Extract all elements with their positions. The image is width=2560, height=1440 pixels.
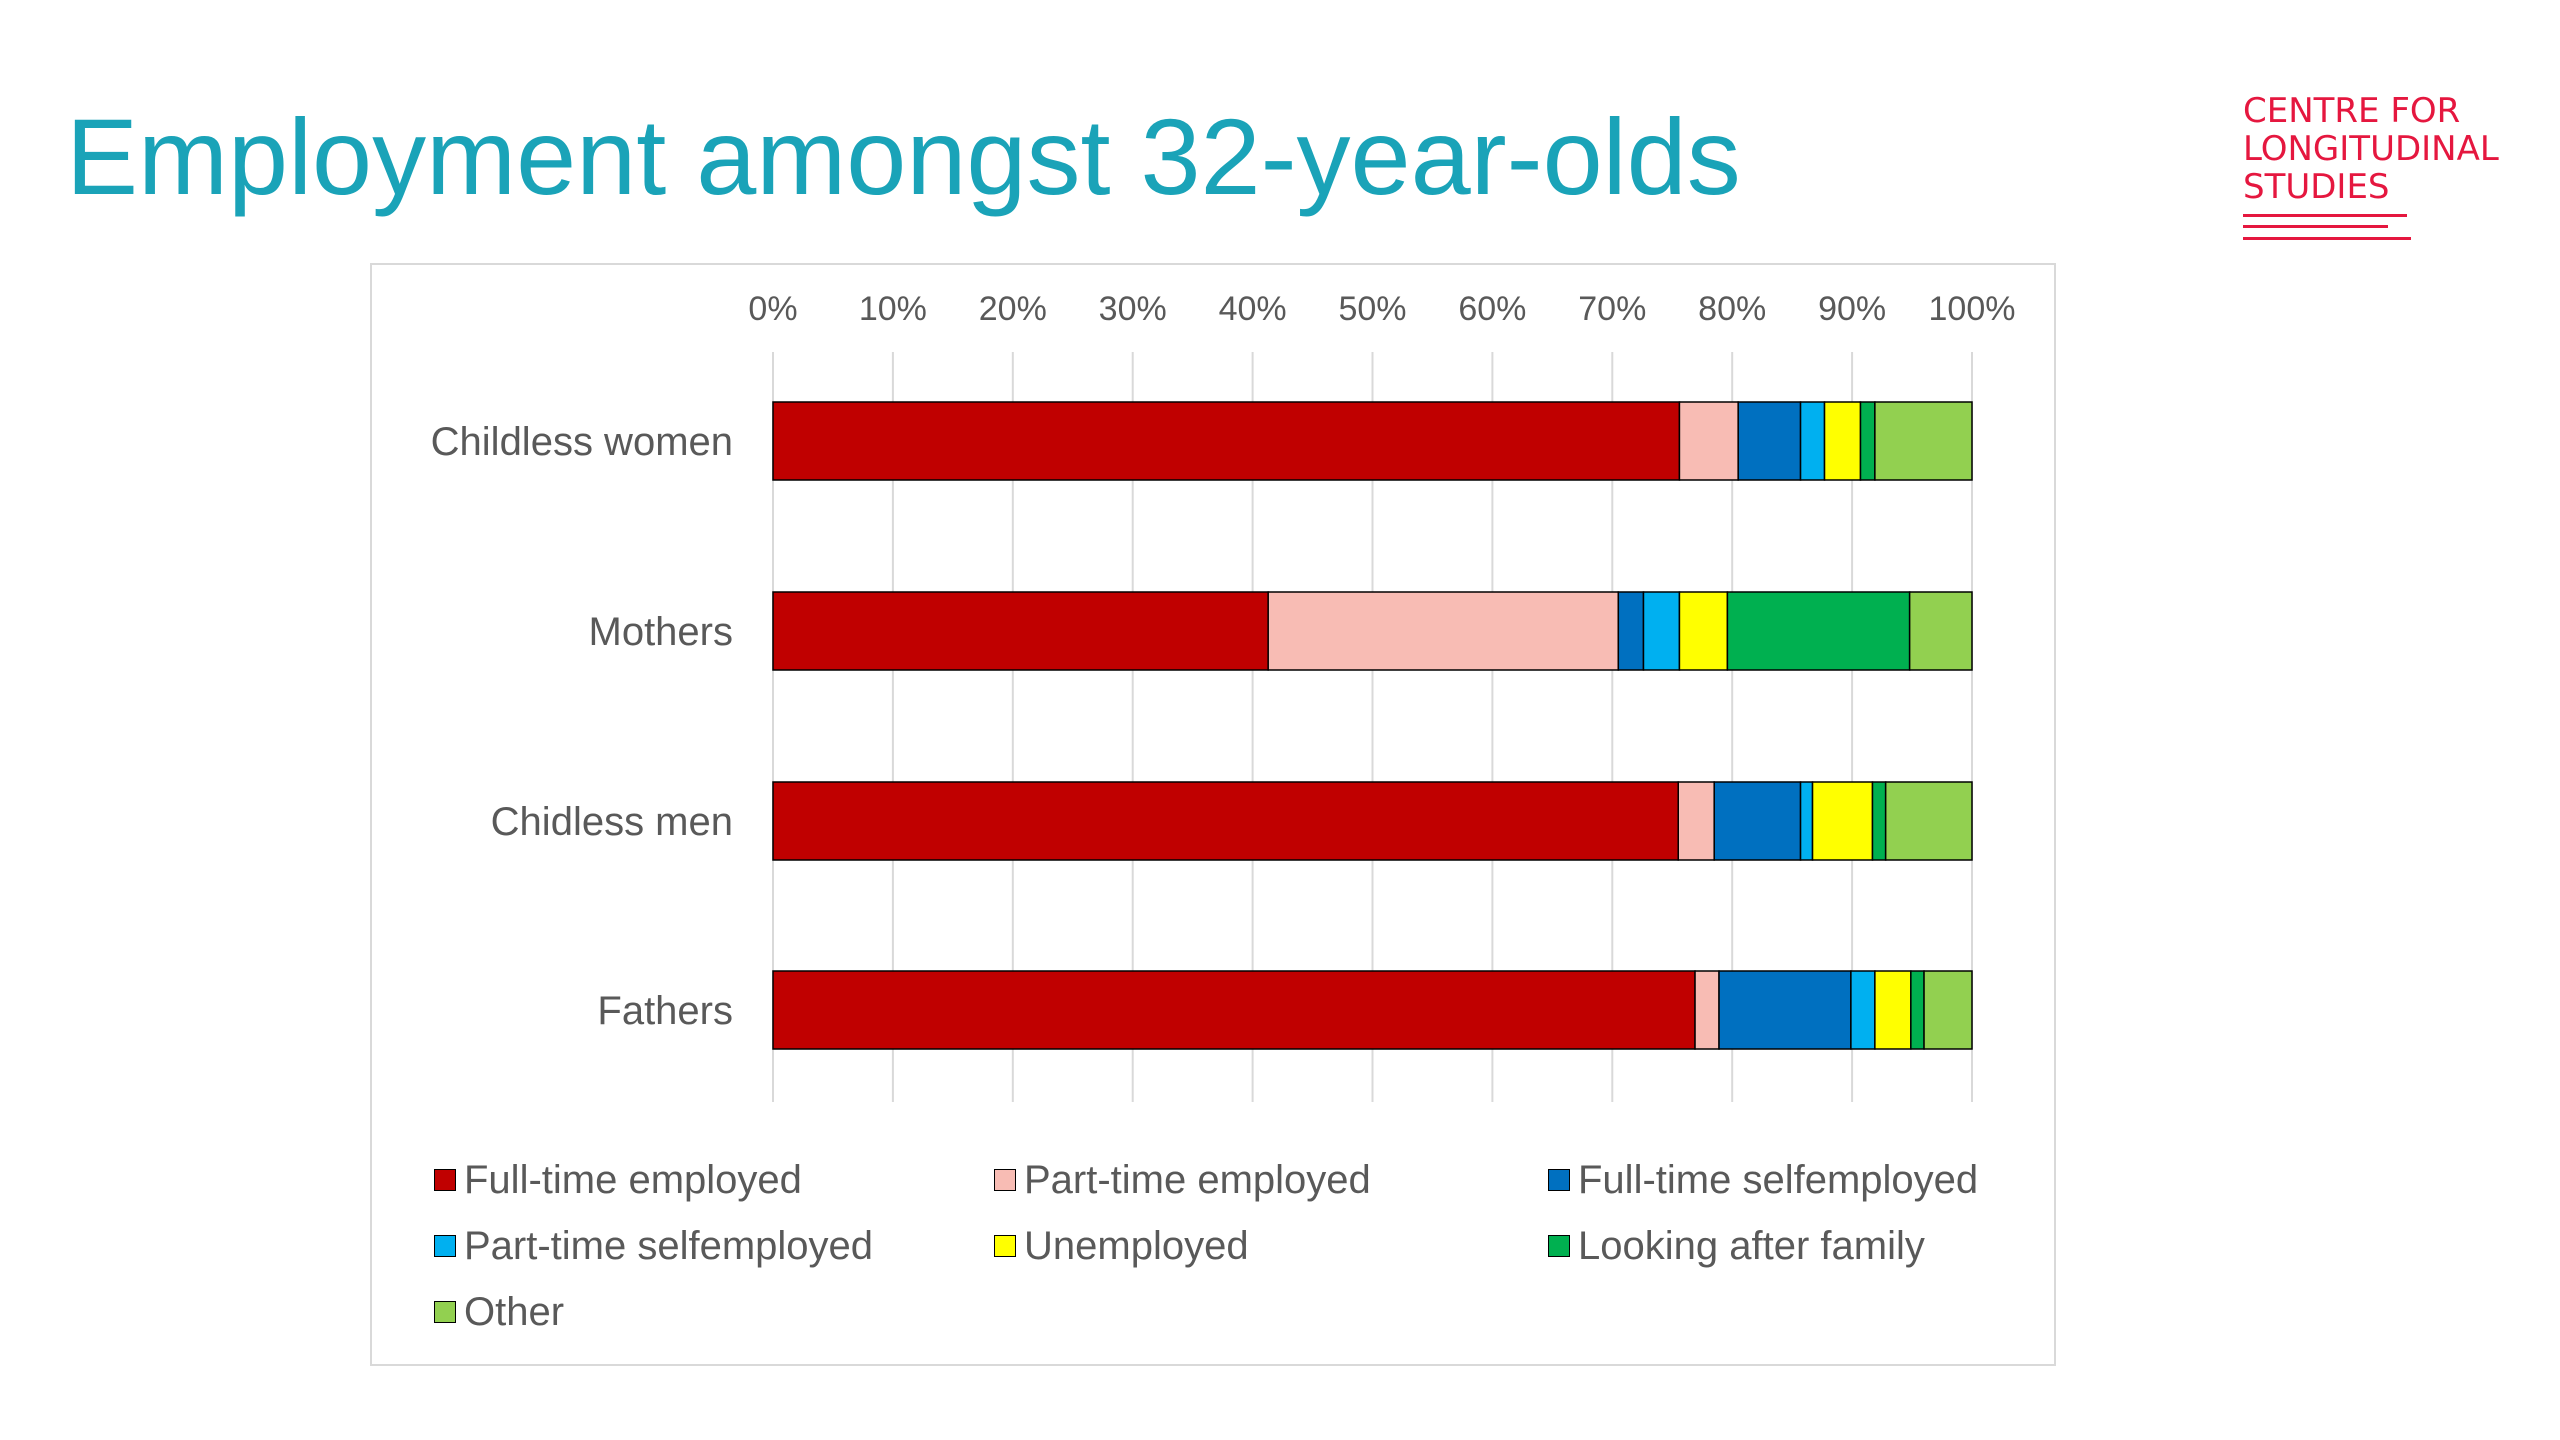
legend-swatch	[434, 1235, 456, 1257]
x-tick-label: 80%	[1698, 290, 1766, 328]
logo-rule-2	[2243, 225, 2388, 228]
bar-segment	[1923, 970, 1973, 1050]
bar-segment	[1694, 970, 1720, 1050]
bar-segment	[1871, 781, 1887, 861]
x-tick-label: 40%	[1219, 290, 1287, 328]
category-label: Chidless men	[491, 800, 733, 844]
legend-item: Full-time employed	[434, 1155, 802, 1205]
bar-segment	[772, 401, 1681, 481]
legend-swatch	[434, 1169, 456, 1191]
bar-segment	[1910, 970, 1925, 1050]
legend-item: Unemployed	[994, 1221, 1249, 1271]
bar-segment	[1811, 781, 1874, 861]
bar-segment	[1267, 591, 1620, 671]
legend-label: Looking after family	[1578, 1223, 1925, 1268]
bar-segment	[1678, 401, 1739, 481]
x-tick-label: 50%	[1338, 290, 1406, 328]
bar-segment	[1874, 970, 1912, 1050]
bar-segment	[1617, 591, 1645, 671]
bar-segment	[772, 781, 1679, 861]
bar-segment	[1726, 591, 1911, 671]
legend-swatch	[994, 1169, 1016, 1191]
stacked-bar-chart: 0% 10% 20% 30% 40% 50% 60% 70% 80% 90% 100% Childle…	[431, 290, 2016, 1102]
bar-segment	[1908, 591, 1973, 671]
bar-segment	[1642, 591, 1681, 671]
legend-label: Full-time employed	[464, 1157, 802, 1202]
x-tick-label: 10%	[859, 290, 927, 328]
x-tick-label: 90%	[1818, 290, 1886, 328]
legend-swatch	[434, 1301, 456, 1323]
slide-title: Employment amongst 32-year-olds	[66, 96, 1741, 217]
legend-swatch	[994, 1235, 1016, 1257]
bar-segment	[1884, 781, 1973, 861]
bar-segment	[1713, 781, 1802, 861]
x-tick-label: 70%	[1578, 290, 1646, 328]
legend-swatch	[1548, 1235, 1570, 1257]
bar-segment	[1678, 591, 1729, 671]
bar-segment	[772, 970, 1696, 1050]
x-tick-label: 60%	[1458, 290, 1526, 328]
legend-label: Other	[464, 1289, 565, 1334]
x-tick-label: 20%	[979, 290, 1047, 328]
chart-frame: 0% 10% 20% 30% 40% 50% 60% 70% 80% 90% 100% Childle…	[370, 263, 2056, 1366]
x-tick-label: 100%	[1929, 290, 2016, 328]
logo-line-1: CENTRE FOR	[2243, 91, 2461, 131]
cls-logo: CENTRE FOR LONGITUDINAL STUDIES	[2243, 92, 2523, 257]
bar-segment	[1799, 401, 1826, 481]
legend-item: Part-time selfemployed	[434, 1221, 873, 1271]
legend-label: Full-time selfemployed	[1578, 1157, 1979, 1202]
legend-swatch	[1548, 1169, 1570, 1191]
bar-segment	[1859, 401, 1876, 481]
legend-label: Part-time selfemployed	[464, 1223, 874, 1268]
bar-segment	[772, 591, 1269, 671]
bar-segment	[1718, 970, 1852, 1050]
logo-line-3: STUDIES	[2243, 167, 2390, 207]
category-label: Mothers	[589, 610, 734, 654]
logo-line-2: LONGITUDINAL	[2243, 129, 2499, 169]
category-label: Childless women	[431, 420, 733, 464]
bar-segment	[1677, 781, 1715, 861]
legend-label: Unemployed	[1024, 1223, 1249, 1268]
bar-segment	[1874, 401, 1973, 481]
bar-segment	[1737, 401, 1802, 481]
logo-rule-1	[2243, 214, 2407, 217]
bar-segment	[1799, 781, 1814, 861]
legend-item: Other	[434, 1287, 564, 1337]
legend-label: Part-time employed	[1024, 1157, 1371, 1202]
legend-item: Part-time employed	[994, 1155, 1371, 1205]
category-label: Fathers	[597, 989, 733, 1033]
bar-segment	[1850, 970, 1876, 1050]
bar-segment	[1823, 401, 1862, 481]
logo-rule-3	[2243, 237, 2411, 240]
legend-item: Full-time selfemployed	[1548, 1155, 1978, 1205]
x-tick-label: 30%	[1099, 290, 1167, 328]
legend-item: Looking after family	[1548, 1221, 1925, 1271]
x-tick-label: 0%	[748, 290, 797, 328]
chart-legend: Full-time employed Part-time employed Full…	[434, 1155, 2034, 1355]
